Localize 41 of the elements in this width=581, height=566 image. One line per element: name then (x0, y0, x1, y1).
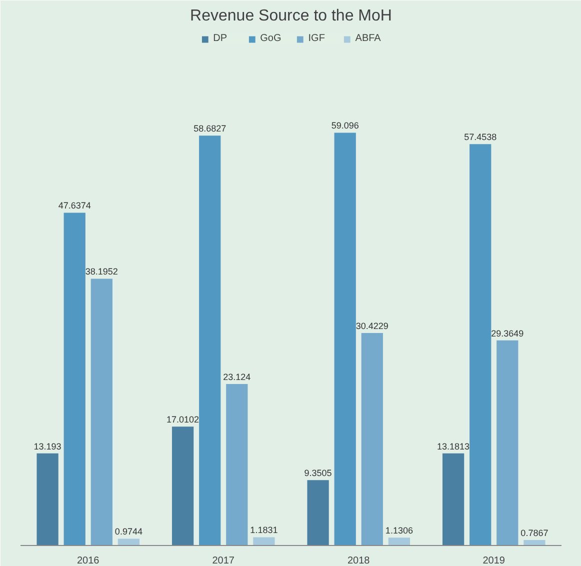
data-label: 9.3505 (304, 468, 332, 478)
data-label: 29.3649 (491, 328, 524, 338)
bar (361, 332, 383, 546)
bar (470, 144, 492, 546)
data-label: 30.4229 (356, 320, 388, 331)
bar (226, 384, 248, 546)
bar (442, 453, 464, 546)
bar (172, 426, 194, 546)
bar (64, 212, 86, 546)
bar (524, 540, 546, 546)
legend-label: DP (213, 33, 228, 44)
data-label: 0.7867 (520, 528, 548, 538)
data-label: 17.0102 (166, 414, 200, 425)
data-label: 13.193 (34, 441, 62, 452)
data-label: 38.1952 (85, 266, 118, 277)
x-tick-label: 2016 (77, 556, 100, 566)
chart-title: Revenue Source to the MoH (190, 8, 392, 24)
bar (307, 480, 329, 546)
data-label: 0.9744 (114, 526, 142, 537)
data-label: 13.1813 (437, 441, 470, 452)
bar (496, 340, 518, 546)
x-tick-label: 2018 (348, 556, 370, 566)
data-label: 58.6827 (194, 124, 226, 134)
data-label: 47.6374 (58, 200, 91, 211)
bar (334, 132, 356, 546)
data-label: 59.096 (331, 120, 359, 131)
legend-label: ABFA (355, 33, 381, 44)
data-label: 1.1831 (250, 525, 278, 536)
bar (388, 538, 410, 546)
legend-label: GoG (260, 33, 282, 44)
legend-label: IGF (308, 33, 326, 44)
data-label: 57.4538 (464, 132, 497, 142)
bar (118, 538, 140, 546)
bar (36, 453, 58, 546)
data-label: 23.124 (223, 372, 251, 382)
x-tick-label: 2017 (212, 556, 235, 566)
data-label: 1.1306 (385, 526, 413, 536)
bar (199, 136, 221, 546)
x-tick-label: 2019 (482, 556, 506, 566)
bar (90, 278, 112, 546)
bar (253, 537, 275, 546)
